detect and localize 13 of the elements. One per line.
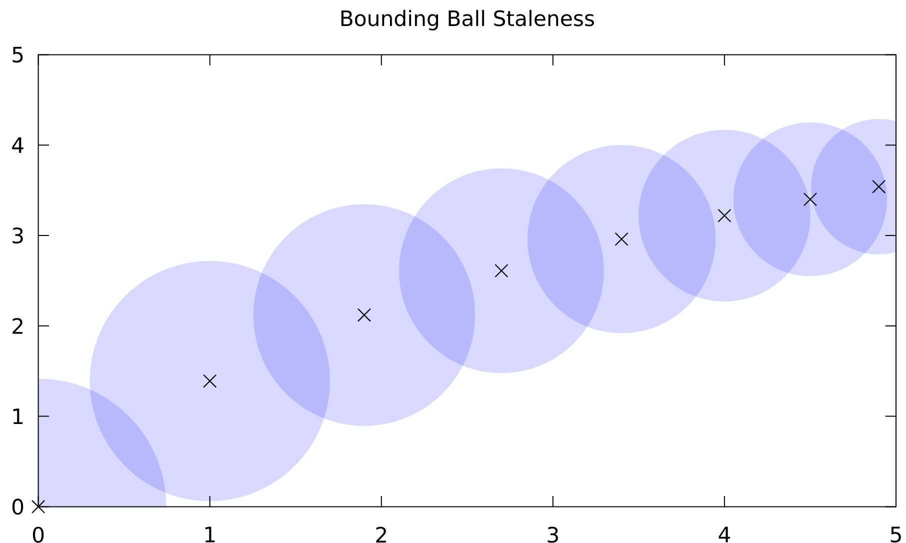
x-tick-label: 2 <box>376 526 386 542</box>
x-tick-label: 4 <box>718 526 730 542</box>
y-tick-label: 5 <box>12 46 23 63</box>
chart-title: Bounding Ball Staleness <box>341 10 594 30</box>
y-tick-label: 2 <box>12 318 22 334</box>
x-tick-label: 3 <box>548 526 558 543</box>
y-tick-label: 0 <box>12 498 24 515</box>
x-tick-label: 1 <box>205 526 215 542</box>
y-tick-label: 3 <box>12 227 23 244</box>
y-tick-label: 1 <box>13 408 23 424</box>
x-tick-label: 0 <box>32 526 44 543</box>
x-tick-label: 5 <box>890 526 901 543</box>
y-tick-label: 4 <box>12 137 24 153</box>
